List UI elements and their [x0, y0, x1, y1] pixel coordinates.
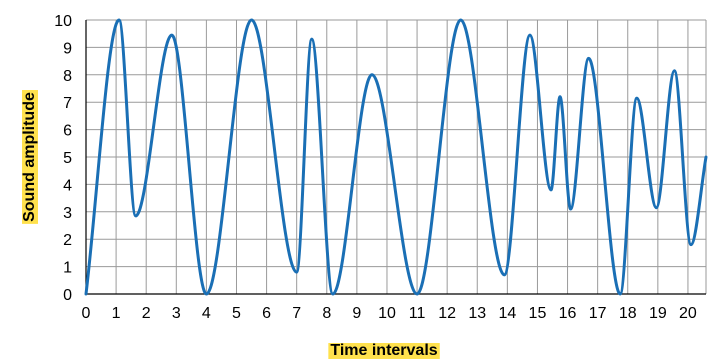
x-tick-label: 8: [322, 305, 331, 322]
x-tick-label: 20: [679, 305, 697, 322]
x-tick-label: 11: [409, 305, 426, 322]
x-tick-label: 4: [202, 305, 211, 322]
x-tick-label: 2: [142, 305, 151, 322]
y-tick-label: 8: [63, 68, 72, 85]
y-tick-label: 4: [63, 177, 72, 194]
x-tick-label: 19: [649, 305, 667, 322]
x-axis-title: Time intervals: [330, 342, 437, 359]
grid: [85, 19, 707, 295]
x-tick-label: 6: [262, 305, 271, 322]
y-tick-label: 10: [54, 13, 72, 30]
y-tick-label: 9: [63, 40, 72, 57]
y-axis-title: Sound amplitude: [21, 92, 38, 222]
x-tick-label: 18: [619, 305, 637, 322]
x-tick-label: 12: [438, 305, 456, 322]
y-tick-label: 2: [63, 232, 72, 249]
x-axis-title-highlight: [328, 343, 440, 359]
x-tick-labels: 0 1 2 3 4 5 6 7 8 9 10 11 12 13 14 15 16 17 18 19 20: [82, 305, 697, 322]
y-axis-title-group: Sound amplitude: [21, 90, 38, 224]
y-tick-label: 6: [63, 123, 72, 140]
y-tick-labels: 0 1 2 3 4 5 6 7 8 9 10: [54, 13, 72, 304]
x-tick-label: 14: [498, 305, 516, 322]
x-tick-label: 15: [529, 305, 547, 322]
x-tick-label: 10: [378, 305, 396, 322]
y-tick-label: 7: [63, 95, 72, 112]
y-tick-label: 5: [63, 150, 72, 167]
series-line: [84, 18, 708, 296]
x-tick-label: 17: [589, 305, 607, 322]
x-tick-label: 16: [559, 305, 577, 322]
x-tick-label: 0: [82, 305, 91, 322]
x-tick-label: 5: [232, 305, 241, 322]
x-tick-label: 9: [352, 305, 361, 322]
x-tick-label: 7: [292, 305, 301, 322]
y-tick-label: 0: [63, 287, 72, 304]
x-tick-label: 1: [112, 305, 121, 322]
y-tick-label: 3: [63, 205, 72, 222]
x-tick-label: 13: [468, 305, 486, 322]
x-tick-label: 3: [172, 305, 181, 322]
y-tick-label: 1: [63, 260, 72, 277]
y-axis-title-highlight: [22, 90, 38, 224]
